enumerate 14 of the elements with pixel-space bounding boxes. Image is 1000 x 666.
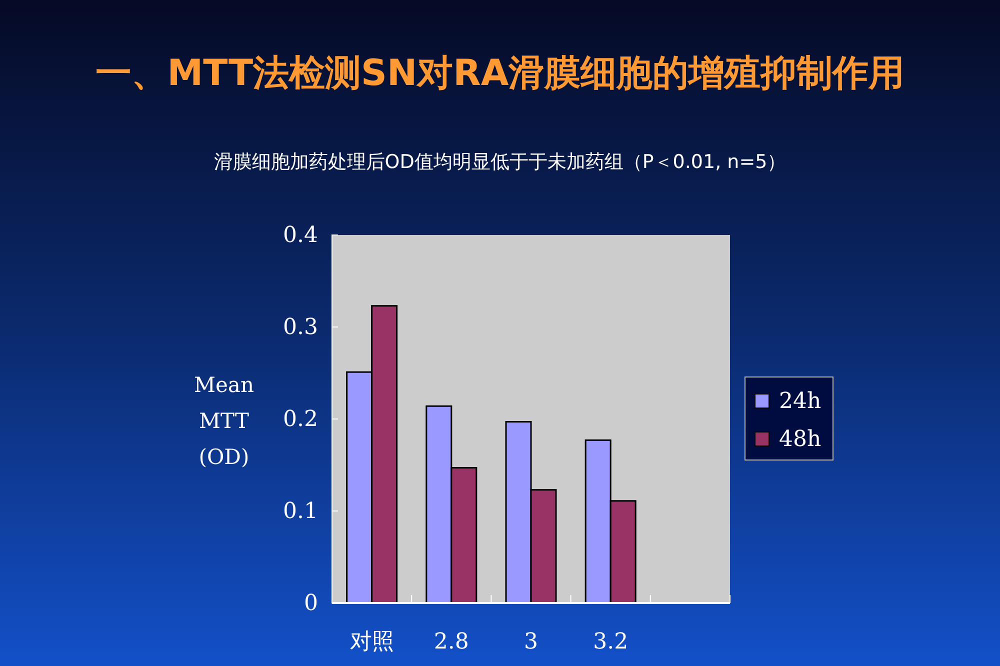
x-tick-label: 3 (524, 630, 538, 655)
legend-label: 48h (779, 427, 822, 452)
y-tick-label: 0.3 (283, 315, 318, 340)
y-axis-title: Mean MTT (OD) (194, 373, 254, 469)
legend-label: 24h (779, 389, 822, 414)
chart-title: 一、MTT法检测SN对RA滑膜细胞的增殖抑制作用 (95, 53, 905, 94)
x-tick-label: 2.8 (434, 630, 469, 655)
chart-subtitle: 滑膜细胞加药处理后OD值均明显低于于未加药组（P＜0.01, n=5） (214, 151, 786, 173)
y-tick-label: 0.2 (283, 407, 318, 432)
y-tick-label: 0.4 (283, 223, 318, 248)
x-tick-label: 对照 (350, 630, 394, 655)
y-tick-label: 0.1 (283, 499, 318, 524)
x-tick-label: 3.2 (593, 630, 628, 655)
y-tick-label: 0 (304, 591, 318, 616)
